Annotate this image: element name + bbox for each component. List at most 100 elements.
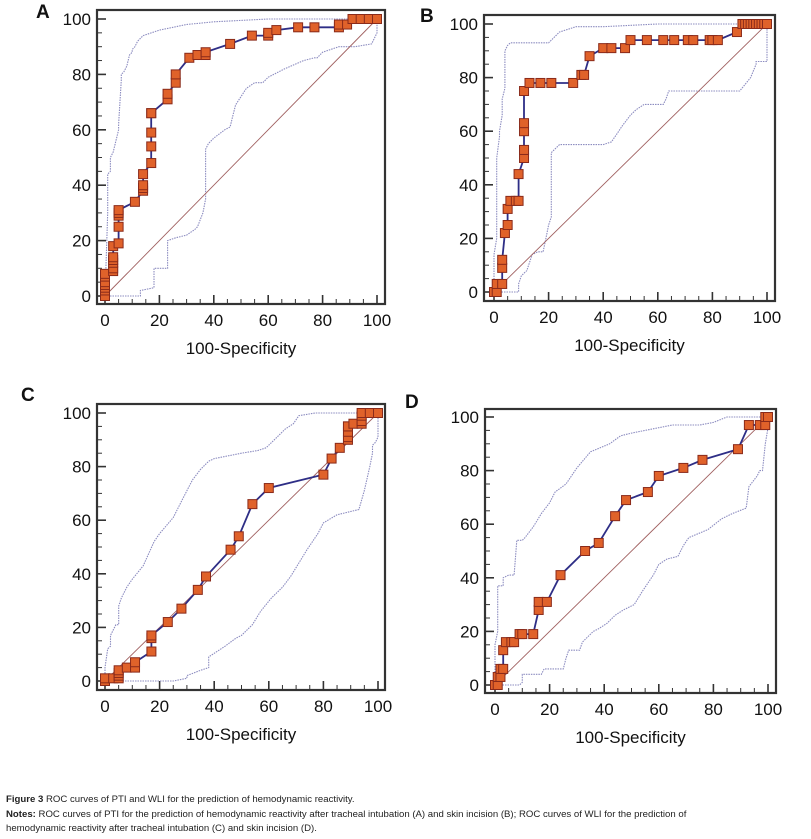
y-tick-label: 20	[72, 618, 91, 637]
roc-point-marker	[509, 637, 520, 648]
roc-point-marker	[625, 35, 636, 46]
roc-point-marker	[528, 629, 539, 640]
roc-point-marker	[162, 88, 173, 99]
roc-point-marker	[146, 127, 157, 138]
roc-point-marker	[606, 43, 617, 54]
y-tick-label: 100	[450, 15, 478, 34]
roc-point-marker	[146, 630, 157, 641]
x-axis-label: 100-Specificity	[575, 728, 686, 747]
roc-point-marker	[519, 86, 530, 96]
roc-point-marker	[593, 537, 604, 548]
x-tick-label: 60	[259, 311, 278, 330]
x-tick-label: 80	[703, 308, 722, 327]
figure-caption: Figure 3 ROC curves of PTI and WLI for t…	[6, 793, 806, 837]
panel-c: C 0 20 40 60 80 100 0 20 40 60 80 100 100-Specificit…	[0, 0, 400, 760]
notes-label: Notes:	[6, 808, 36, 820]
panel-a: A 0 20 40 60 80 100 0 20 40 60 80 100 100-Specificit…	[0, 0, 400, 370]
y-tick-label: 60	[72, 511, 91, 530]
roc-point-marker	[669, 35, 680, 46]
y-tick-label: 40	[460, 569, 479, 588]
roc-chart-c: 0 20 40 60 80 100 0 20 40 60 80 100 100-Specificity	[63, 402, 392, 744]
roc-point-marker	[535, 77, 546, 88]
roc-point-marker	[263, 483, 274, 494]
roc-point-marker	[620, 43, 631, 54]
roc-point-marker	[497, 254, 508, 265]
caption-notes-line-2: hemodynamic reactivity after tracheal in…	[6, 822, 806, 837]
x-tick-label: 20	[150, 311, 169, 330]
roc-point-marker	[610, 511, 621, 522]
x-tick-label: 0	[489, 308, 498, 327]
y-tick-label: 40	[459, 176, 478, 195]
x-axis-label: 100-Specificity	[186, 339, 297, 358]
roc-point-marker	[498, 663, 509, 674]
x-tick-label: 100	[754, 700, 782, 719]
roc-point-marker	[641, 35, 652, 46]
roc-point-marker	[524, 77, 535, 88]
y-tick-label: 100	[451, 408, 479, 427]
roc-point-marker	[513, 169, 524, 180]
y-tick-label: 20	[72, 232, 91, 251]
x-axis-label: 100-Specificity	[186, 725, 297, 744]
roc-point-marker	[293, 22, 304, 33]
roc-point-marker	[372, 14, 382, 24]
roc-chart-d: 0 20 40 60 80 100 0 20 40 60 80 100 100-Specificity	[451, 407, 782, 747]
roc-point-marker	[763, 412, 773, 422]
roc-point-marker	[108, 252, 119, 263]
x-tick-label: 40	[594, 308, 613, 327]
roc-point-marker	[579, 69, 590, 80]
reference-diagonal-line	[494, 416, 769, 686]
x-tick-label: 20	[540, 700, 559, 719]
x-axis-label: 100-Specificity	[574, 336, 685, 355]
roc-point-marker	[146, 646, 157, 657]
x-tick-label: 0	[100, 697, 109, 716]
panel-d: D 0 20 40 60 80 100 0 20 40 60 80 100 100-Specificit…	[405, 392, 782, 747]
roc-chart-a: 0 20 40 60 80 100 0 20 40 60 80 100 100-Specificity	[63, 8, 391, 358]
roc-point-marker	[225, 544, 236, 555]
roc-point-marker	[326, 453, 337, 464]
roc-point-marker	[146, 108, 157, 119]
x-tick-label: 80	[313, 311, 332, 330]
x-tick-label: 0	[100, 311, 109, 330]
x-tick-label: 40	[205, 697, 224, 716]
roc-point-marker	[762, 19, 772, 29]
roc-point-marker	[138, 180, 149, 191]
caption-label: Figure 3	[6, 794, 44, 805]
roc-point-marker	[318, 469, 329, 480]
caption-title: ROC curves of PTI and WLI for the predic…	[46, 794, 355, 805]
roc-point-marker	[233, 531, 244, 542]
x-tick-label: 20	[150, 697, 169, 716]
roc-point-marker	[146, 141, 157, 152]
ci-upper-bound-line	[494, 416, 768, 685]
roc-point-marker	[653, 470, 664, 481]
caption-notes-line: Notes: ROC curves of PTI for the predict…	[6, 808, 806, 823]
ci-upper-bound-line	[104, 18, 377, 297]
roc-point-marker	[130, 657, 141, 668]
x-tick-label: 20	[539, 308, 558, 327]
roc-point-marker	[517, 629, 528, 640]
y-tick-label: 80	[460, 462, 479, 481]
roc-point-marker	[497, 278, 508, 289]
ci-upper-bound-line	[104, 412, 378, 681]
roc-point-marker	[568, 77, 579, 88]
roc-point-marker	[513, 195, 524, 206]
notes-text-1: ROC curves of PTI for the prediction of …	[38, 808, 687, 820]
y-tick-label: 100	[63, 404, 91, 423]
roc-point-marker	[621, 495, 632, 506]
panel-b: B 0 20 40 60 80 100 0 20 40 60 80 100 100-Specificit…	[0, 0, 811, 370]
roc-point-marker	[732, 444, 743, 455]
roc-point-marker	[192, 584, 203, 595]
y-tick-label: 0	[470, 676, 479, 695]
x-tick-label: 80	[704, 700, 723, 719]
roc-point-marker	[113, 205, 124, 216]
roc-point-marker	[201, 571, 212, 582]
y-tick-label: 40	[72, 565, 91, 584]
y-tick-label: 80	[459, 69, 478, 88]
x-tick-label: 100	[753, 308, 781, 327]
roc-point-marker	[271, 25, 282, 36]
y-tick-label: 20	[460, 622, 479, 641]
panel-label: C	[21, 385, 35, 406]
roc-point-marker	[584, 51, 595, 62]
roc-point-marker	[200, 47, 211, 58]
y-tick-label: 0	[82, 287, 91, 306]
roc-point-marker	[129, 196, 140, 207]
